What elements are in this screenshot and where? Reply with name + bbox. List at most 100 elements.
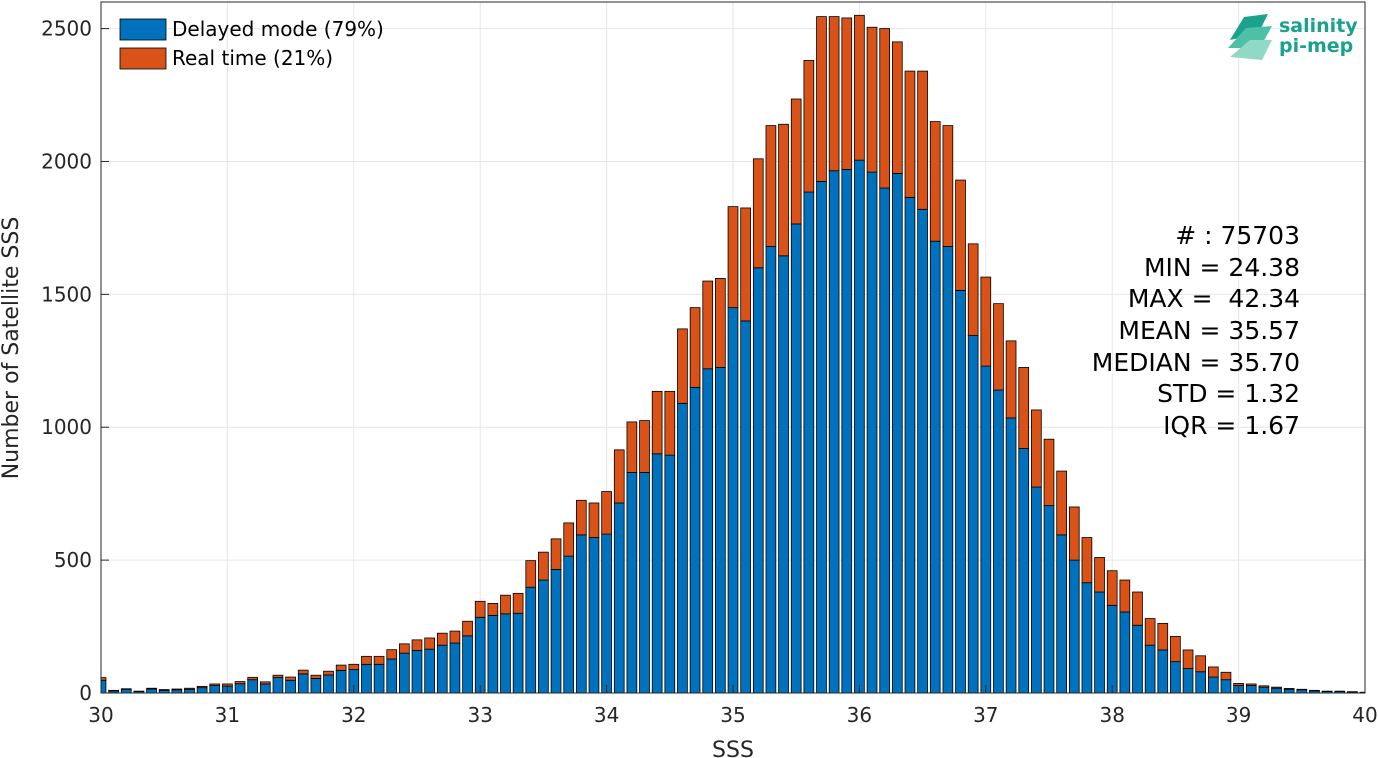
bar-real-time bbox=[689, 307, 701, 388]
bar-delayed-mode bbox=[310, 677, 322, 694]
bar-delayed-mode bbox=[1220, 679, 1232, 694]
bar-delayed-mode bbox=[285, 679, 296, 694]
bar-delayed-mode bbox=[980, 365, 992, 694]
bar-real-time bbox=[310, 674, 322, 679]
bar-delayed-mode bbox=[803, 191, 815, 694]
bar-delayed-mode bbox=[967, 335, 979, 694]
bar-delayed-mode bbox=[715, 367, 726, 694]
bar-real-time bbox=[1195, 655, 1207, 673]
bar-delayed-mode bbox=[1056, 534, 1067, 694]
bar-real-time bbox=[146, 687, 157, 690]
bar-delayed-mode bbox=[525, 586, 537, 694]
bar-real-time bbox=[854, 14, 865, 161]
bar-delayed-mode bbox=[272, 677, 284, 694]
stat-max: MAX = 42.34 bbox=[1128, 284, 1300, 313]
stat-min: MIN = 24.38 bbox=[1144, 253, 1300, 282]
bar-delayed-mode bbox=[626, 472, 638, 694]
bar-delayed-mode bbox=[740, 320, 751, 694]
bar-delayed-mode bbox=[1245, 685, 1257, 694]
bar-real-time bbox=[651, 390, 663, 455]
bar-delayed-mode bbox=[1207, 676, 1219, 694]
bar-real-time bbox=[386, 649, 398, 660]
bar-real-time bbox=[500, 594, 511, 615]
bars bbox=[100, 14, 1366, 694]
bar-delayed-mode bbox=[664, 454, 676, 694]
bar-delayed-mode bbox=[1119, 611, 1131, 694]
bar-real-time bbox=[626, 421, 638, 473]
x-axis-label: SSS bbox=[712, 738, 754, 758]
bar-delayed-mode bbox=[677, 402, 688, 694]
bar-delayed-mode bbox=[727, 307, 739, 694]
stat-mean: MEAN = 35.57 bbox=[1118, 316, 1300, 345]
bar-real-time bbox=[487, 603, 499, 616]
bar-real-time bbox=[891, 41, 903, 174]
bar-real-time bbox=[1283, 688, 1295, 690]
bar-real-time bbox=[399, 643, 410, 654]
bar-delayed-mode bbox=[1258, 686, 1270, 694]
bar-delayed-mode bbox=[373, 663, 385, 694]
bar-real-time bbox=[247, 676, 259, 681]
bar-delayed-mode bbox=[613, 502, 625, 694]
bar-real-time bbox=[462, 620, 473, 637]
bar-delayed-mode bbox=[487, 614, 499, 694]
bar-delayed-mode bbox=[955, 289, 966, 694]
bar-real-time bbox=[765, 125, 777, 247]
y-tick-label: 1000 bbox=[41, 415, 92, 439]
bar-delayed-mode bbox=[752, 267, 764, 694]
bar-real-time bbox=[196, 685, 208, 689]
bar-real-time bbox=[1309, 689, 1320, 692]
stat-iqr: IQR = 1.67 bbox=[1163, 411, 1300, 440]
legend: Delayed mode (79%) Real time (21%) bbox=[119, 17, 384, 70]
bar-real-time bbox=[727, 206, 739, 309]
bar-real-time bbox=[841, 17, 853, 170]
y-tick-label: 0 bbox=[79, 681, 92, 705]
bar-delayed-mode bbox=[891, 173, 903, 694]
bar-real-time bbox=[1081, 537, 1093, 584]
bar-delayed-mode bbox=[538, 579, 549, 694]
bar-real-time bbox=[361, 655, 372, 665]
bar-real-time bbox=[563, 522, 575, 557]
x-tick-label: 38 bbox=[1099, 703, 1124, 727]
legend-label-delayed: Delayed mode (79%) bbox=[172, 17, 384, 41]
salinity-pimep-logo: salinity pi-mep bbox=[1228, 14, 1358, 60]
bar-delayed-mode bbox=[816, 180, 827, 694]
bar-delayed-mode bbox=[209, 685, 221, 694]
bar-real-time bbox=[1144, 618, 1156, 646]
x-tick-label: 39 bbox=[1226, 703, 1251, 727]
x-tick-label: 35 bbox=[720, 703, 745, 727]
bar-real-time bbox=[790, 98, 802, 225]
statistics-box: # : 75703 MIN = 24.38 MAX = 42.34 MEAN =… bbox=[1092, 221, 1300, 440]
bar-real-time bbox=[234, 681, 246, 685]
bar-delayed-mode bbox=[399, 652, 410, 694]
bar-real-time bbox=[664, 390, 676, 456]
bar-delayed-mode bbox=[120, 688, 132, 694]
y-axis-label: Number of Satellite SSS bbox=[0, 217, 24, 480]
bar-real-time bbox=[980, 276, 992, 367]
bar-real-time bbox=[866, 26, 878, 173]
bar-real-time bbox=[752, 158, 764, 269]
bar-delayed-mode bbox=[1271, 687, 1282, 694]
bar-delayed-mode bbox=[1170, 661, 1181, 694]
x-tick-label: 33 bbox=[467, 703, 492, 727]
bar-real-time bbox=[348, 663, 360, 671]
bar-real-time bbox=[740, 207, 751, 322]
bar-real-time bbox=[942, 125, 954, 247]
bar-real-time bbox=[917, 70, 928, 210]
logo-text-pimep: pi-mep bbox=[1279, 35, 1353, 57]
bar-delayed-mode bbox=[588, 537, 600, 694]
bar-delayed-mode bbox=[790, 223, 802, 694]
bar-real-time bbox=[639, 420, 650, 473]
legend-label-realtime: Real time (21%) bbox=[172, 46, 333, 70]
axis-ticks: 30 31 32 33 34 35 36 37 38 39 40 0 500 1000 1500 2000 25… bbox=[41, 17, 1378, 727]
bar-real-time bbox=[474, 600, 486, 618]
bar-real-time bbox=[929, 121, 941, 242]
bar-delayed-mode bbox=[449, 642, 461, 694]
bar-delayed-mode bbox=[1157, 649, 1169, 694]
x-tick-label: 31 bbox=[215, 703, 240, 727]
wave-logo-icon bbox=[1228, 14, 1272, 60]
y-tick-label: 2500 bbox=[41, 17, 92, 41]
bar-delayed-mode bbox=[1132, 624, 1143, 694]
bar-real-time bbox=[1043, 438, 1055, 507]
stat-std: STD = 1.32 bbox=[1157, 379, 1300, 408]
